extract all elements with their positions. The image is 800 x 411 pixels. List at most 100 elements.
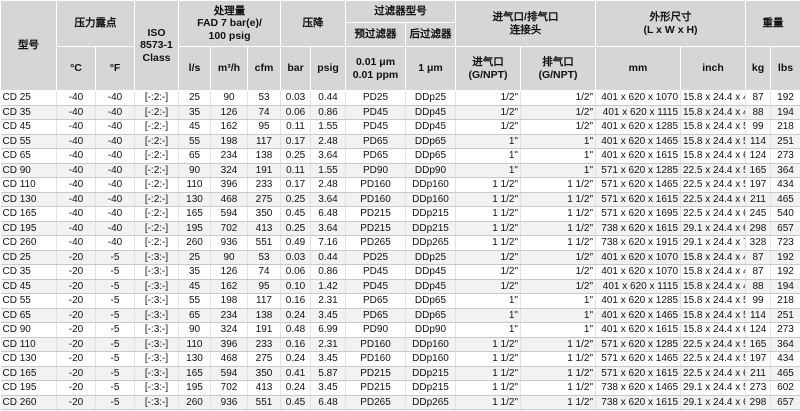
- table-cell: 218: [770, 293, 800, 309]
- table-cell: DDp25: [405, 90, 456, 106]
- header-cell: 型号: [0, 0, 57, 91]
- table-cell: 738 x 620 x 1615: [595, 395, 682, 410]
- table-cell: 0.45: [280, 206, 311, 222]
- table-cell: 0.03: [280, 90, 311, 106]
- table-cell: CD 110: [0, 337, 57, 352]
- table-cell: 29.1 x 24.4 x 63.6: [680, 395, 747, 410]
- table-cell: 401 x 620 x 1615: [595, 322, 682, 338]
- table-cell: 15.8 x 24.4 x 42.1: [680, 250, 747, 265]
- table-cell: [-:3:-]: [134, 395, 179, 410]
- table-cell: 99: [745, 119, 772, 135]
- table-cell: -20: [56, 293, 96, 309]
- table-cell: [-:2:-]: [134, 134, 179, 149]
- table-cell: -5: [95, 264, 135, 280]
- table-body: CD 25 -40 -40 [-:2:-] 25 90 53 0.03 0.44 PD25 DDp2…: [0, 90, 800, 410]
- table-cell: 364: [770, 163, 800, 178]
- table-cell: 15.8 x 24.4 x 63.6: [680, 322, 747, 338]
- table-cell: 233: [247, 177, 281, 193]
- table-cell: [-:2:-]: [134, 235, 179, 251]
- table-header: 型号 压力露点 ISO 8573-1 Class 处理量 FAD 7 bar(e…: [0, 0, 800, 91]
- table-cell: 1 1/2": [520, 395, 597, 410]
- table-cell: 364: [770, 337, 800, 352]
- table-cell: 114: [745, 308, 772, 323]
- table-cell: 0.16: [280, 293, 311, 309]
- table-cell: 87: [745, 90, 772, 106]
- table-cell: PD215: [345, 206, 406, 222]
- table-cell: 738 x 620 x 1465: [595, 380, 682, 396]
- table-cell: -5: [95, 250, 135, 265]
- table-cell: PD90: [345, 322, 406, 338]
- table-cell: 194: [770, 279, 800, 294]
- table-cell: CD 25: [0, 90, 57, 106]
- table-cell: 468: [210, 192, 248, 207]
- table-cell: 2.48: [310, 177, 346, 193]
- table-cell: -40: [95, 206, 135, 222]
- table-cell: DDp215: [405, 380, 456, 396]
- table-cell: 218: [770, 119, 800, 135]
- table-cell: CD 45: [0, 279, 57, 294]
- table-cell: 234: [210, 148, 248, 164]
- table-cell: PD215: [345, 380, 406, 396]
- table-cell: -5: [95, 337, 135, 352]
- table-row: CD 65 -40 -40 [-:2:-] 65 234 138 0.25 3.64 PD65 DD…: [0, 148, 800, 164]
- table-cell: PD45: [345, 264, 406, 280]
- table-cell: 1 1/2": [520, 177, 597, 193]
- table-cell: PD160: [345, 192, 406, 207]
- table-cell: 90: [178, 322, 211, 338]
- table-cell: 540: [770, 206, 800, 222]
- table-cell: -40: [56, 221, 96, 236]
- table-cell: 0.24: [280, 308, 311, 323]
- table-cell: PD265: [345, 235, 406, 251]
- table-cell: 165: [745, 163, 772, 178]
- table-cell: 723: [770, 235, 800, 251]
- table-cell: 1 1/2": [455, 395, 521, 410]
- table-cell: PD45: [345, 279, 406, 294]
- table-cell: 1/2": [455, 250, 521, 265]
- header-cell: 过滤器型号: [345, 0, 456, 23]
- table-cell: -40: [95, 163, 135, 178]
- table-row: CD 130 -20 -5 [-:3:-] 130 468 275 0.24 3.45 PD160…: [0, 351, 800, 367]
- table-cell: 110: [178, 177, 211, 193]
- table-cell: 1": [455, 293, 521, 309]
- table-cell: 192: [770, 264, 800, 280]
- table-cell: [-:2:-]: [134, 206, 179, 222]
- table-cell: -5: [95, 322, 135, 338]
- table-cell: 22.5 x 24.4 x 50.6: [680, 337, 747, 352]
- table-cell: -5: [95, 395, 135, 410]
- table-cell: 1.42: [310, 279, 346, 294]
- table-cell: 0.24: [280, 351, 311, 367]
- table-cell: 3.45: [310, 308, 346, 323]
- table-row: CD 65 -20 -5 [-:3:-] 65 234 138 0.24 3.45 PD65 DDp…: [0, 308, 800, 323]
- table-row: CD 195 -20 -5 [-:3:-] 195 702 413 0.24 3.45 PD215…: [0, 380, 800, 396]
- header-cell: psig: [310, 46, 346, 91]
- table-cell: 1 1/2": [520, 206, 597, 222]
- table-cell: 25: [178, 90, 211, 106]
- table-cell: -40: [95, 105, 135, 120]
- table-cell: 0.25: [280, 192, 311, 207]
- table-cell: 198: [210, 134, 248, 149]
- table-cell: -40: [95, 235, 135, 251]
- table-cell: 465: [770, 192, 800, 207]
- table-cell: 324: [210, 163, 248, 178]
- header-cell: 1 μm: [405, 46, 456, 91]
- table-cell: CD 35: [0, 105, 57, 120]
- table-cell: 0.41: [280, 366, 311, 381]
- table-cell: [-:3:-]: [134, 293, 179, 309]
- table-cell: 35: [178, 264, 211, 280]
- table-cell: 22.5 x 24.4 x 63.6: [680, 192, 747, 207]
- table-cell: CD 165: [0, 206, 57, 222]
- table-row: CD 260 -20 -5 [-:3:-] 260 936 551 0.45 6.48 PD265…: [0, 395, 800, 410]
- table-cell: PD160: [345, 351, 406, 367]
- table-cell: 53: [247, 90, 281, 106]
- table-cell: -20: [56, 366, 96, 381]
- table-cell: -20: [56, 351, 96, 367]
- table-cell: 1/2": [455, 119, 521, 135]
- table-cell: 275: [247, 192, 281, 207]
- table-cell: 233: [247, 337, 281, 352]
- table-cell: 114: [745, 134, 772, 149]
- table-cell: -5: [95, 279, 135, 294]
- table-cell: 1 1/2": [520, 192, 597, 207]
- table-cell: 1": [520, 148, 597, 164]
- table-cell: [-:2:-]: [134, 177, 179, 193]
- table-cell: -20: [56, 380, 96, 396]
